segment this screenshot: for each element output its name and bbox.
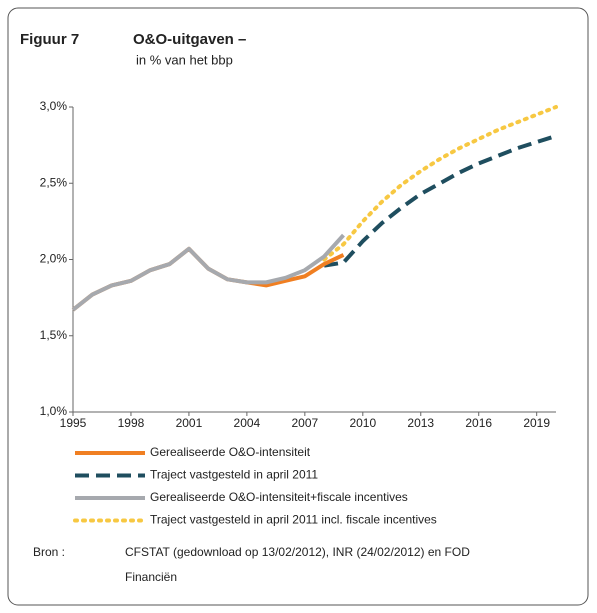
source-label: Bron :: [33, 545, 65, 559]
source-text: CFSTAT (gedownload op 13/02/2012), INR (…: [125, 545, 470, 559]
series-line: [323, 134, 557, 268]
series-line: [71, 233, 345, 312]
legend-label: Gerealiseerde O&O-intensiteit+fiscale in…: [150, 490, 408, 504]
y-tick-label: 1,5%: [40, 328, 68, 342]
y-tick-label: 2,5%: [40, 175, 68, 189]
legend-label: Traject vastgesteld in april 2011 incl. …: [150, 513, 437, 527]
source-text: Financiën: [125, 570, 177, 584]
chart-title-2: O&O-uitgaven –: [133, 31, 246, 48]
legend-label: Gerealiseerde O&O-intensiteit: [150, 445, 311, 459]
frame: [7, 7, 589, 606]
y-tick-label: 2,0%: [40, 252, 68, 266]
x-tick-label: 2010: [349, 416, 376, 430]
x-tick-label: 1998: [118, 416, 145, 430]
x-tick-label: 2019: [523, 416, 550, 430]
x-tick-label: 2001: [176, 416, 203, 430]
x-tick-label: 2007: [291, 416, 318, 430]
x-tick-label: 2016: [465, 416, 492, 430]
x-tick-label: 1995: [60, 416, 87, 430]
x-tick-label: 2004: [234, 416, 261, 430]
series-line: [322, 105, 558, 262]
x-tick-label: 2013: [407, 416, 434, 430]
legend-label: Traject vastgesteld in april 2011: [150, 468, 318, 482]
chart-subtitle: in % van het bbp: [136, 52, 233, 67]
y-tick-label: 3,0%: [40, 99, 68, 113]
chart-title: Figuur 7: [20, 31, 79, 48]
y-tick-label: 1,0%: [40, 404, 68, 418]
